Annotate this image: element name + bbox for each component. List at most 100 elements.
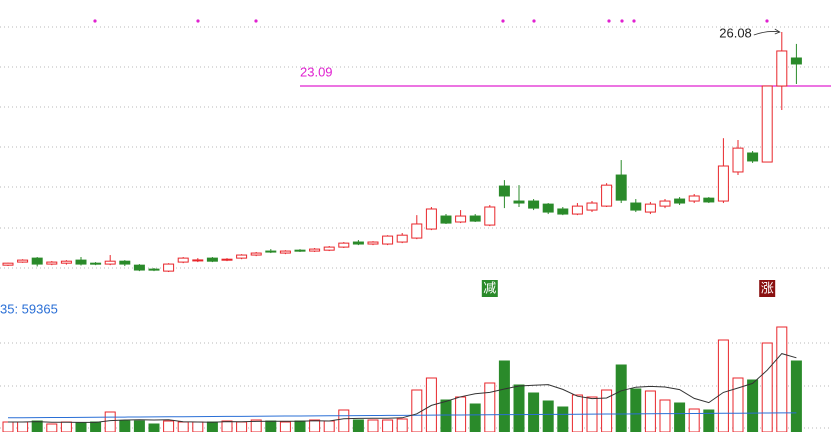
candle-body (703, 197, 715, 203)
volume-bar (294, 420, 306, 432)
candle-body (265, 250, 277, 253)
candle-body (571, 205, 583, 215)
candle-body (688, 195, 700, 202)
volume-bar (688, 408, 700, 432)
candle-body (396, 234, 408, 243)
volume-bar (498, 360, 510, 432)
volume-bar (484, 382, 496, 432)
high-arrow (753, 31, 780, 36)
volume-bar (46, 423, 58, 432)
volume-bar (309, 419, 321, 432)
candle-body (644, 203, 656, 213)
volume-bar (396, 418, 408, 432)
volume-bar (615, 364, 627, 432)
volume-bar (31, 420, 43, 432)
volume-bar (323, 420, 335, 432)
signal-label: 涨 (761, 280, 774, 295)
candle-body (586, 202, 598, 211)
volume-bar (17, 421, 29, 432)
candle-body (557, 208, 569, 215)
candle-body (309, 248, 321, 252)
volume-bar (177, 421, 189, 432)
candle-body (338, 242, 350, 248)
volume-bar (513, 384, 525, 432)
candle-body (46, 261, 58, 265)
candle-body (747, 152, 759, 162)
volume-bar (703, 409, 715, 432)
volume-ma-label: 35: 59365 (0, 301, 58, 316)
candle-body (192, 259, 204, 262)
volume-ma5-line (8, 353, 797, 423)
volume-bar (571, 394, 583, 432)
candle-body (601, 184, 613, 207)
volume-bar (265, 420, 277, 432)
candle-body (732, 147, 744, 173)
volume-bar (644, 390, 656, 432)
candle-body (615, 174, 627, 201)
candle-body (469, 215, 481, 222)
candle-body (425, 208, 437, 230)
volume-ma-line (7, 412, 797, 419)
volume-bar (674, 402, 686, 432)
candle-body (776, 50, 788, 87)
volume-bar (469, 403, 481, 432)
candle-body (163, 263, 175, 272)
signal-dot (196, 19, 200, 23)
signal-dot (620, 19, 624, 23)
candle-body (455, 215, 467, 223)
candle-body (17, 259, 29, 263)
volume-bar (601, 389, 613, 432)
volume-bar (250, 419, 262, 432)
candle-body (279, 250, 291, 254)
volume-bar (338, 409, 350, 432)
volume-bar (411, 389, 423, 432)
candle-body (659, 200, 671, 207)
candle-body (90, 262, 102, 265)
reference-label: 23.09 (300, 64, 333, 79)
volume-bar (382, 419, 394, 432)
volume-bar (542, 400, 554, 432)
volume-bar (761, 342, 773, 432)
candle-body (498, 185, 510, 197)
volume-bar (790, 360, 802, 432)
candle-body (411, 223, 423, 239)
candle-body (790, 57, 802, 65)
candle-body (104, 260, 116, 265)
signal-box (481, 280, 498, 297)
volume-bar (133, 420, 145, 432)
volume-bar (163, 420, 175, 432)
volume-bar (90, 421, 102, 432)
volume-bar (60, 421, 72, 432)
candle-body (250, 252, 262, 256)
high-arrow-head (774, 28, 781, 35)
volume-bar (717, 339, 729, 432)
candle-body (367, 241, 379, 245)
volume-bar (659, 399, 671, 432)
signal-box (759, 280, 776, 297)
volume-bar (557, 406, 569, 432)
candle-body (717, 165, 729, 202)
signal-dot (254, 19, 258, 23)
volume-bar (528, 392, 540, 432)
candle-body (542, 203, 554, 213)
volume-bar (206, 421, 218, 432)
volume-bar (119, 420, 131, 432)
volume-bar (630, 388, 642, 432)
signal-dot (501, 19, 505, 23)
volume-bar (440, 399, 452, 432)
candle-body (148, 268, 160, 271)
volume-bar (221, 420, 233, 432)
candle-body (294, 249, 306, 252)
candle-body (323, 246, 335, 251)
candle-body (177, 257, 189, 263)
signal-label: 减 (483, 280, 496, 295)
candle-body (31, 257, 43, 265)
candle-body (221, 258, 233, 261)
volume-bar (747, 379, 759, 432)
candle-body (206, 257, 218, 262)
candle-body (630, 202, 642, 211)
signal-dot (532, 19, 536, 23)
signal-dot (632, 19, 636, 23)
volume-bar (2, 421, 14, 432)
